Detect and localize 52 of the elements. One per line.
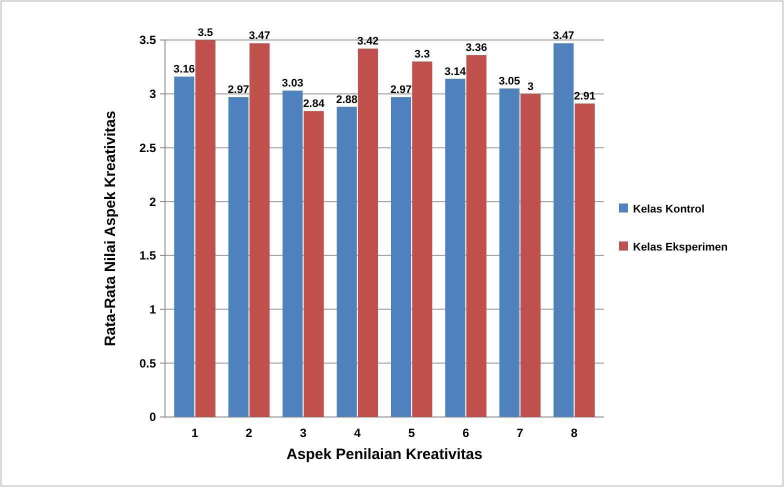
x-tick-label: 8 — [570, 426, 578, 440]
data-label: 3.03 — [282, 78, 304, 90]
x-tick-label: 4 — [354, 426, 362, 440]
bar — [554, 43, 574, 417]
data-label: 3.47 — [248, 30, 270, 42]
x-tick-label: 5 — [408, 426, 416, 440]
bar — [390, 97, 412, 417]
data-label: 3 — [528, 80, 534, 93]
bar — [574, 104, 595, 417]
data-label: 2.97 — [390, 84, 412, 96]
data-label: 2.84 — [303, 98, 326, 110]
bar — [466, 55, 486, 417]
y-tick-label: 0 — [149, 410, 156, 424]
x-tick-label: 1 — [191, 426, 198, 440]
x-tick-label: 3 — [300, 426, 307, 440]
data-label: 3.36 — [466, 42, 488, 54]
y-axis-title: Rata-Rata Nilai Aspek Kreativitas — [102, 110, 119, 346]
y-tick-label: 0.5 — [139, 356, 156, 370]
bar — [358, 48, 378, 417]
x-axis-title: Aspek Penilaian Kreativitas — [286, 446, 482, 463]
y-tick-label: 2.5 — [139, 140, 156, 155]
y-tick-label: 1.5 — [139, 248, 156, 263]
bar — [282, 90, 303, 417]
data-label: 3.16 — [174, 64, 195, 76]
data-label: 3.3 — [414, 48, 430, 61]
y-tick-label: 3.5 — [139, 33, 156, 48]
bar — [520, 94, 541, 417]
data-label: 2.88 — [336, 94, 358, 106]
data-label: 2.91 — [574, 90, 596, 103]
x-tick-label: 6 — [462, 426, 470, 440]
bar — [336, 106, 357, 417]
x-tick-label: 2 — [246, 426, 253, 440]
y-tick-label: 3 — [149, 87, 156, 102]
bar — [195, 40, 216, 417]
x-tick-label: 7 — [516, 426, 524, 440]
data-label: 3.14 — [444, 66, 467, 78]
bar — [304, 111, 324, 417]
data-label: 2.97 — [228, 84, 250, 96]
bar — [250, 43, 270, 417]
y-tick-label: 1 — [149, 302, 156, 316]
bar — [499, 88, 520, 417]
y-tick-label: 2 — [149, 194, 156, 209]
bar — [412, 62, 432, 417]
bar — [228, 97, 248, 417]
data-label: 3.05 — [498, 75, 520, 88]
data-label: 3.5 — [198, 27, 214, 39]
data-label: 3.47 — [552, 30, 574, 42]
bar — [445, 78, 466, 417]
legend-label: Kelas Eksperimen — [633, 241, 728, 254]
data-label: 3.42 — [357, 36, 379, 48]
legend-label: Kelas Kontrol — [633, 203, 705, 216]
bar — [174, 76, 194, 417]
